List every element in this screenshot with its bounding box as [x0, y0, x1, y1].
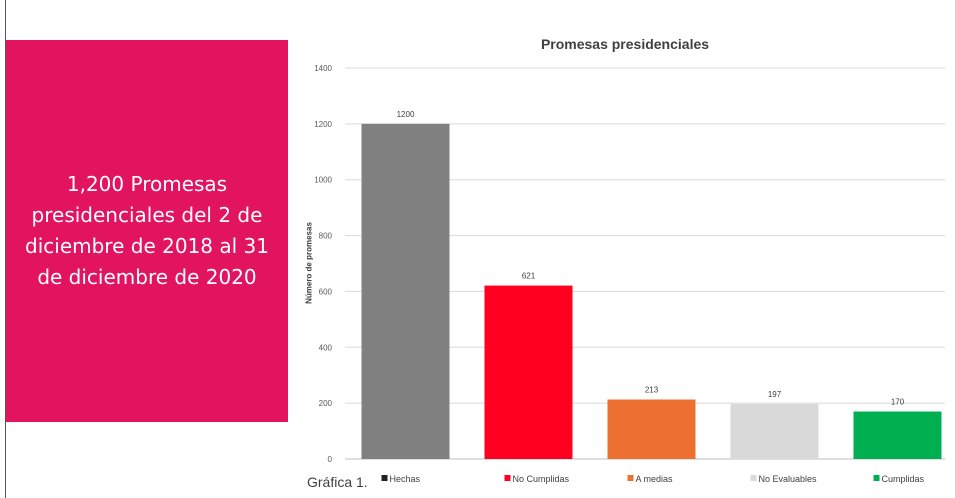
- data-label: 170: [891, 398, 905, 407]
- y-tick-label: 1200: [314, 120, 332, 129]
- legend-entry: No Cumplidas: [513, 474, 570, 484]
- legend-swatch: [873, 475, 880, 481]
- y-tick-label: 600: [319, 287, 333, 296]
- legend-entry: A medias: [636, 474, 674, 484]
- summary-headline: 1,200 Promesas presidenciales del 2 de d…: [25, 172, 269, 289]
- bar: [361, 123, 450, 459]
- y-tick-label: 200: [319, 399, 333, 408]
- data-label: 1200: [397, 110, 415, 119]
- y-tick-label: 1400: [314, 64, 332, 73]
- bar: [730, 403, 819, 459]
- data-label: 213: [645, 386, 659, 395]
- data-label: 621: [522, 272, 536, 281]
- legend-swatch: [627, 475, 634, 481]
- legend-swatch: [750, 475, 757, 481]
- y-tick-label: 0: [328, 455, 333, 464]
- bar: [607, 399, 696, 459]
- y-tick-label: 800: [319, 232, 333, 241]
- legend-entry: No Evaluables: [759, 474, 818, 484]
- y-tick-label: 1000: [314, 176, 332, 185]
- summary-panel: 1,200 Promesas presidenciales del 2 de d…: [6, 40, 288, 422]
- legend-entry: Hechas: [390, 474, 421, 484]
- data-label: 197: [768, 390, 782, 399]
- legend-swatch: [381, 475, 388, 481]
- bar: [484, 285, 573, 459]
- chart-title: Promesas presidenciales: [540, 36, 710, 52]
- left-border-line: [5, 0, 6, 498]
- bar: [853, 411, 942, 459]
- legend-entry: Cumplidas: [882, 474, 925, 484]
- figure-caption: Gráfica 1.: [307, 474, 368, 490]
- y-tick-label: 400: [319, 343, 333, 352]
- legend-swatch: [504, 475, 511, 481]
